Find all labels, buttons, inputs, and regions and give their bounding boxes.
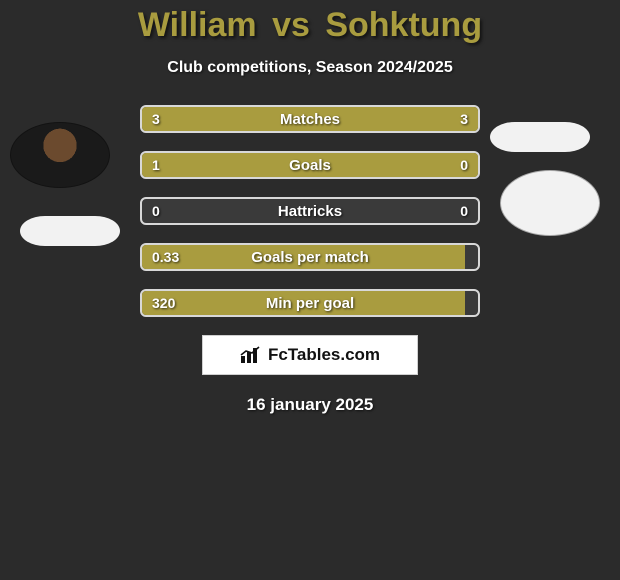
avatar-right [500,170,600,236]
bars-container: 33Matches 10Goals 00Hattricks 0.33Goals per… [140,105,480,317]
stat-row: 320Min per goal [140,289,480,317]
stat-row: 33Matches [140,105,480,133]
title-player1: William [138,6,257,44]
bar-label: Min per goal [142,291,478,315]
flag-right [490,122,590,152]
logo-box: FcTables.com [202,335,418,375]
flag-left [20,216,120,246]
stat-row: 10Goals [140,151,480,179]
stage: 33Matches 10Goals 00Hattricks 0.33Goals per… [0,105,620,415]
bar-label: Matches [142,107,478,131]
date: 16 january 2025 [0,395,620,415]
subtitle: Club competitions, Season 2024/2025 [0,59,620,77]
chart-icon [240,346,262,364]
avatar-left [10,122,110,188]
content: William vs Sohktung Club competitions, S… [0,0,620,580]
stat-row: 00Hattricks [140,197,480,225]
page-title: William vs Sohktung [0,0,620,45]
bar-label: Goals [142,153,478,177]
title-player2: Sohktung [325,6,482,44]
bar-label: Goals per match [142,245,478,269]
title-vs: vs [272,6,310,44]
bar-label: Hattricks [142,199,478,223]
logo-text: FcTables.com [268,345,380,365]
stat-row: 0.33Goals per match [140,243,480,271]
